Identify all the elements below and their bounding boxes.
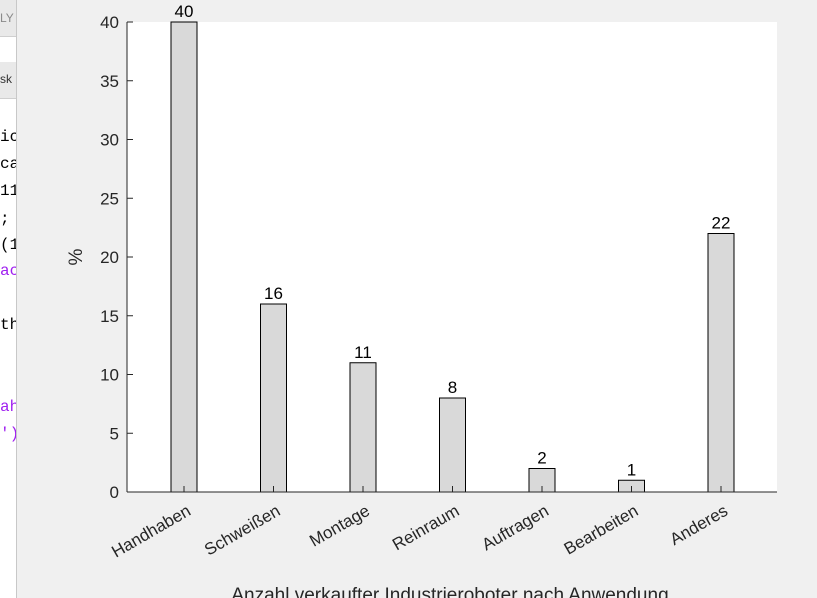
x-tick-label: Auftragen [479, 501, 552, 554]
y-tick-label: 20 [100, 248, 119, 267]
y-tick-label: 25 [100, 189, 119, 208]
data-label: 16 [264, 284, 283, 303]
y-tick-label: 10 [100, 366, 119, 385]
y-axis: 0 5 10 15 20 25 30 35 40 [100, 13, 133, 502]
code-line-2: ca [0, 155, 16, 173]
code-line-6: ac [0, 262, 16, 280]
code-line-8: ah [0, 398, 16, 416]
x-axis: Handhaben Schweißen Montage Reinraum Auftrag… [108, 486, 731, 561]
code-line-7: th [0, 316, 16, 334]
background-editor-window: LY sk ic ca 11 ; (1 ac th ah ') [0, 0, 17, 598]
figure-window: 40 16 11 8 2 1 22 0 5 10 15 20 25 30 35 40 Handhaben Sc… [17, 0, 817, 598]
y-tick-label: 15 [100, 307, 119, 326]
x-tick-label: Handhaben [108, 501, 194, 561]
data-labels: 40 16 11 8 2 1 22 [175, 2, 731, 479]
y-tick-label: 30 [100, 131, 119, 150]
code-line-9: ') [0, 425, 16, 443]
editor-toolbar-fragment[interactable]: sk [0, 72, 12, 86]
x-tick-label: Reinraum [389, 501, 462, 554]
data-label: 22 [712, 214, 731, 233]
data-label: 8 [448, 378, 457, 397]
editor-tab-fragment[interactable]: LY [0, 11, 14, 25]
bar-anderes[interactable] [707, 233, 735, 493]
x-axis-title: Anzahl verkaufter Industrieroboter nach … [231, 585, 668, 598]
y-tick-label: 5 [110, 424, 119, 443]
data-label: 40 [175, 2, 194, 21]
code-line-4: ; [0, 210, 10, 228]
editor-tab-strip: LY [0, 0, 16, 37]
editor-toolbar-strip: sk [0, 62, 16, 99]
x-tick-label: Anderes [667, 501, 731, 549]
code-line-1: ic [0, 128, 16, 146]
x-tick-label: Montage [306, 501, 373, 551]
bar-series [170, 21, 735, 493]
data-label: 1 [627, 460, 636, 479]
bar-schweißen[interactable] [260, 303, 287, 493]
bar-montage[interactable] [349, 362, 377, 493]
data-label: 11 [354, 343, 372, 362]
x-tick-label: Bearbeiten [561, 501, 642, 559]
bar-chart: 40 16 11 8 2 1 22 0 5 10 15 20 25 30 35 40 Handhaben Sc… [66, 2, 777, 598]
y-tick-label: 0 [110, 483, 119, 502]
y-tick-label: 35 [100, 72, 119, 91]
code-line-3: 11 [0, 182, 16, 200]
y-tick-label: 40 [100, 13, 119, 32]
y-axis-title: % [66, 248, 87, 265]
bar-handhaben[interactable] [170, 21, 198, 493]
data-label: 2 [537, 449, 546, 468]
x-tick-label: Schweißen [201, 501, 283, 560]
code-line-5: (1 [0, 236, 16, 254]
bar-reinraum[interactable] [439, 397, 466, 493]
